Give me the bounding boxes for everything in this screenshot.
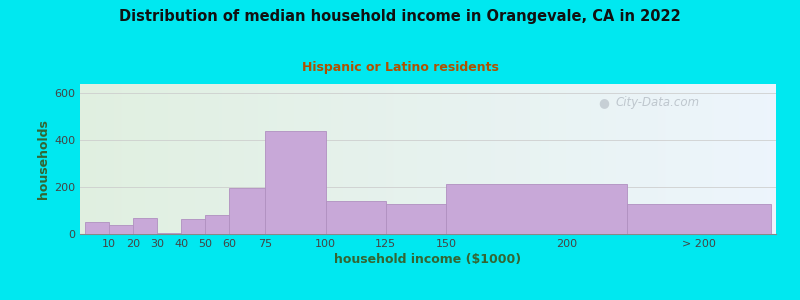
Text: Hispanic or Latino residents: Hispanic or Latino residents <box>302 61 498 74</box>
Bar <box>133 218 157 234</box>
Bar <box>446 184 626 234</box>
Bar <box>109 225 133 234</box>
Bar <box>230 188 266 234</box>
Bar <box>206 215 230 234</box>
X-axis label: household income ($1000): household income ($1000) <box>334 253 522 266</box>
Bar <box>266 131 326 234</box>
Y-axis label: households: households <box>37 119 50 199</box>
Text: City-Data.com: City-Data.com <box>616 96 700 109</box>
Text: ●: ● <box>598 96 610 109</box>
Bar <box>386 203 446 234</box>
Bar <box>626 203 771 234</box>
Bar <box>181 219 206 234</box>
Bar <box>157 233 181 234</box>
Bar <box>85 222 109 234</box>
Text: Distribution of median household income in Orangevale, CA in 2022: Distribution of median household income … <box>119 9 681 24</box>
Bar <box>326 201 386 234</box>
